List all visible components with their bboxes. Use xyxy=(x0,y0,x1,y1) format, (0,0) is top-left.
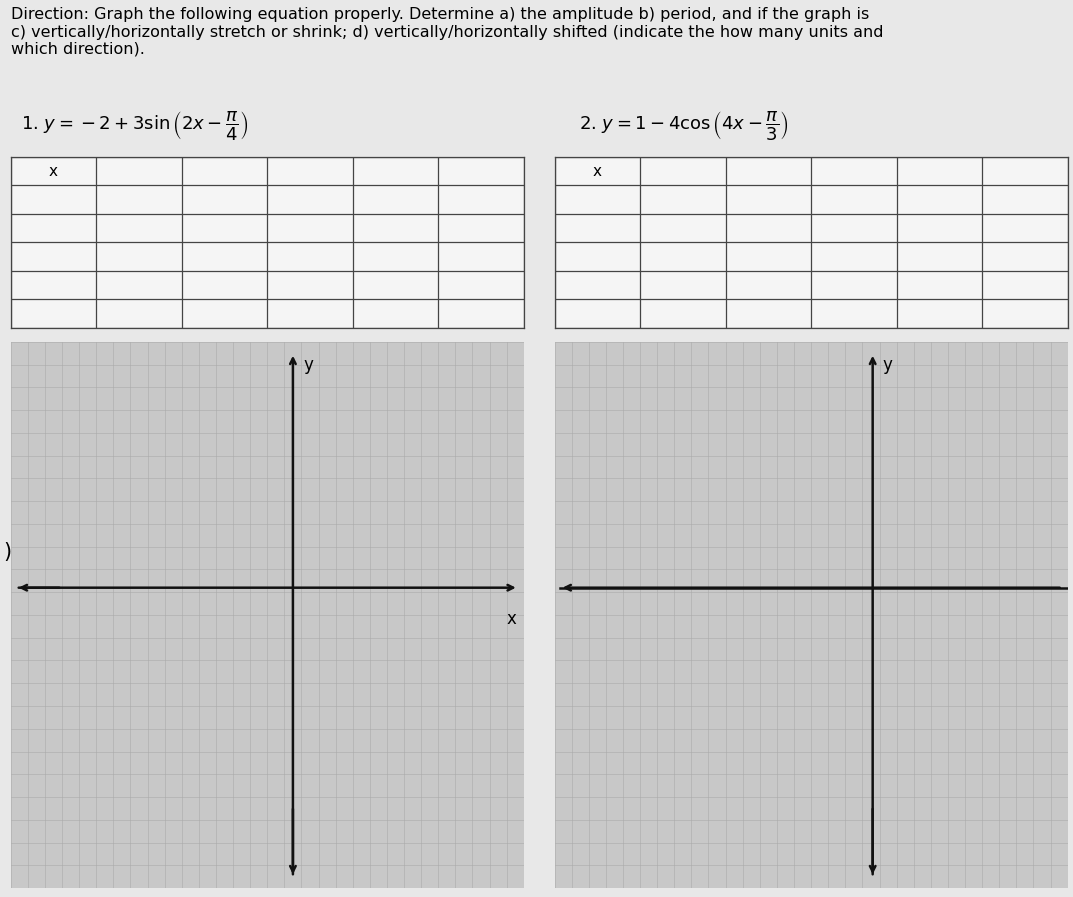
Text: Direction: Graph the following equation properly. Determine a) the amplitude b) : Direction: Graph the following equation … xyxy=(11,7,883,57)
Text: ): ) xyxy=(3,542,12,562)
Text: x: x xyxy=(506,610,516,628)
Text: y: y xyxy=(304,355,313,374)
Text: x: x xyxy=(49,163,58,179)
Text: 1. $y = -2 + 3\sin\left(2x - \dfrac{\pi}{4}\right)$: 1. $y = -2 + 3\sin\left(2x - \dfrac{\pi}… xyxy=(21,109,249,143)
Text: x: x xyxy=(592,163,602,179)
Text: y: y xyxy=(883,355,893,374)
Text: 2. $y = 1 - 4\cos\left(4x - \dfrac{\pi}{3}\right)$: 2. $y = 1 - 4\cos\left(4x - \dfrac{\pi}{… xyxy=(579,109,789,143)
